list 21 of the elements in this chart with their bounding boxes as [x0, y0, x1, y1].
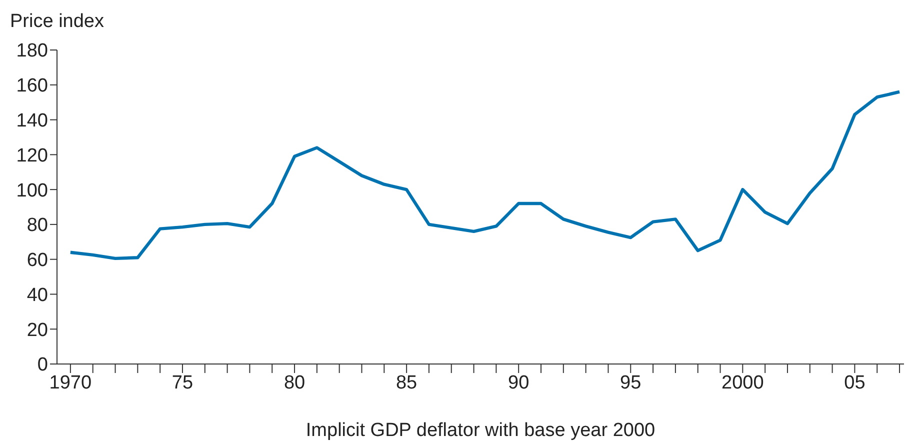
x-tick-label: 90 — [508, 372, 530, 394]
y-tick-label: 100 — [16, 180, 48, 202]
x-axis-title: Implicit GDP deflator with base year 2000 — [306, 420, 656, 441]
line-series — [68, 90, 902, 260]
y-tick-label: 40 — [26, 284, 48, 306]
y-tick-label: 80 — [26, 215, 48, 236]
y-tick-label: 20 — [26, 320, 48, 341]
y-tick-label: 120 — [16, 145, 48, 166]
x-tick-label: 80 — [284, 372, 306, 394]
y-tick-label: 160 — [16, 76, 48, 97]
x-tick-label: 2000 — [722, 372, 764, 394]
x-tick-label: 1970 — [49, 372, 92, 394]
y-tick-label: 180 — [16, 40, 48, 62]
y-tick-label: 0 — [37, 354, 48, 376]
x-tick-label: 05 — [844, 372, 866, 394]
x-tick-label: 95 — [620, 372, 642, 394]
x-tick-label: 75 — [172, 372, 194, 394]
y-axis-title: Price index — [9, 10, 105, 34]
y-tick-label: 60 — [26, 250, 48, 272]
x-tick-label: 85 — [396, 372, 418, 394]
y-tick-label: 140 — [16, 110, 48, 132]
